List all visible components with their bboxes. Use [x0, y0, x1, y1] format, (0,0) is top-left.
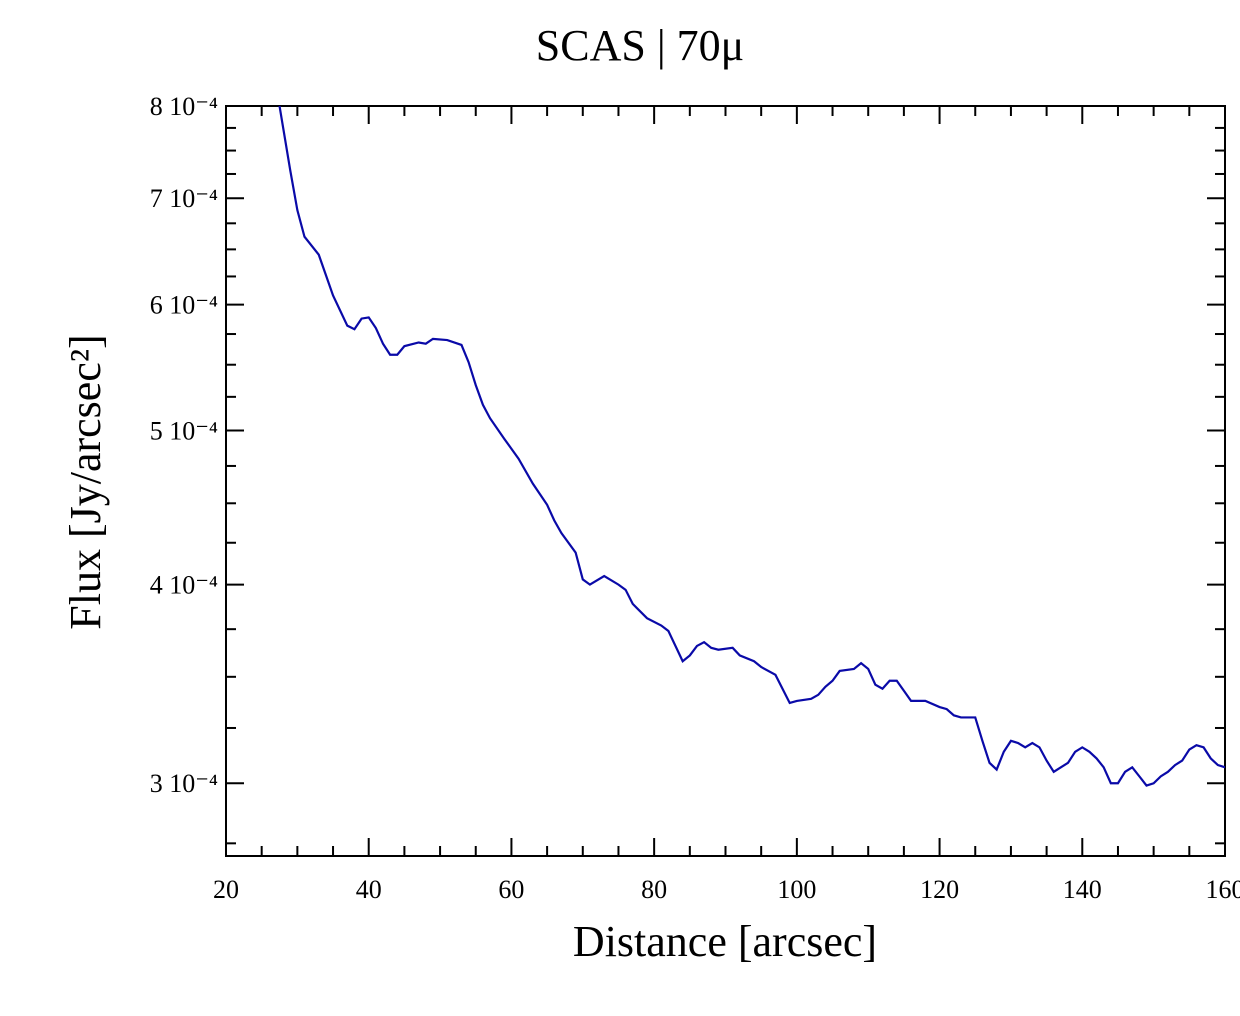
x-tick-label: 40 [356, 875, 382, 904]
x-tick-label: 80 [641, 875, 667, 904]
x-tick-label: 20 [213, 875, 239, 904]
y-tick-label: 4 10⁻⁴ [150, 571, 218, 600]
y-tick-label: 5 10⁻⁴ [150, 417, 218, 446]
y-axis-label: Flux [Jy/arcsec²] [61, 334, 110, 629]
chart-title: SCAS | 70μ [536, 21, 744, 70]
x-tick-label: 60 [498, 875, 524, 904]
y-tick-label: 3 10⁻⁴ [150, 769, 218, 798]
x-tick-label: 100 [777, 875, 816, 904]
x-tick-label: 140 [1063, 875, 1102, 904]
x-axis-label: Distance [arcsec] [573, 917, 877, 966]
x-tick-label: 120 [920, 875, 959, 904]
x-tick-label: 160 [1206, 875, 1240, 904]
plot-frame [225, 105, 1226, 857]
y-tick-label: 7 10⁻⁴ [150, 184, 218, 213]
y-tick-label: 6 10⁻⁴ [150, 291, 218, 320]
y-tick-label: 8 10⁻⁴ [150, 92, 218, 121]
data-line [278, 106, 1225, 787]
